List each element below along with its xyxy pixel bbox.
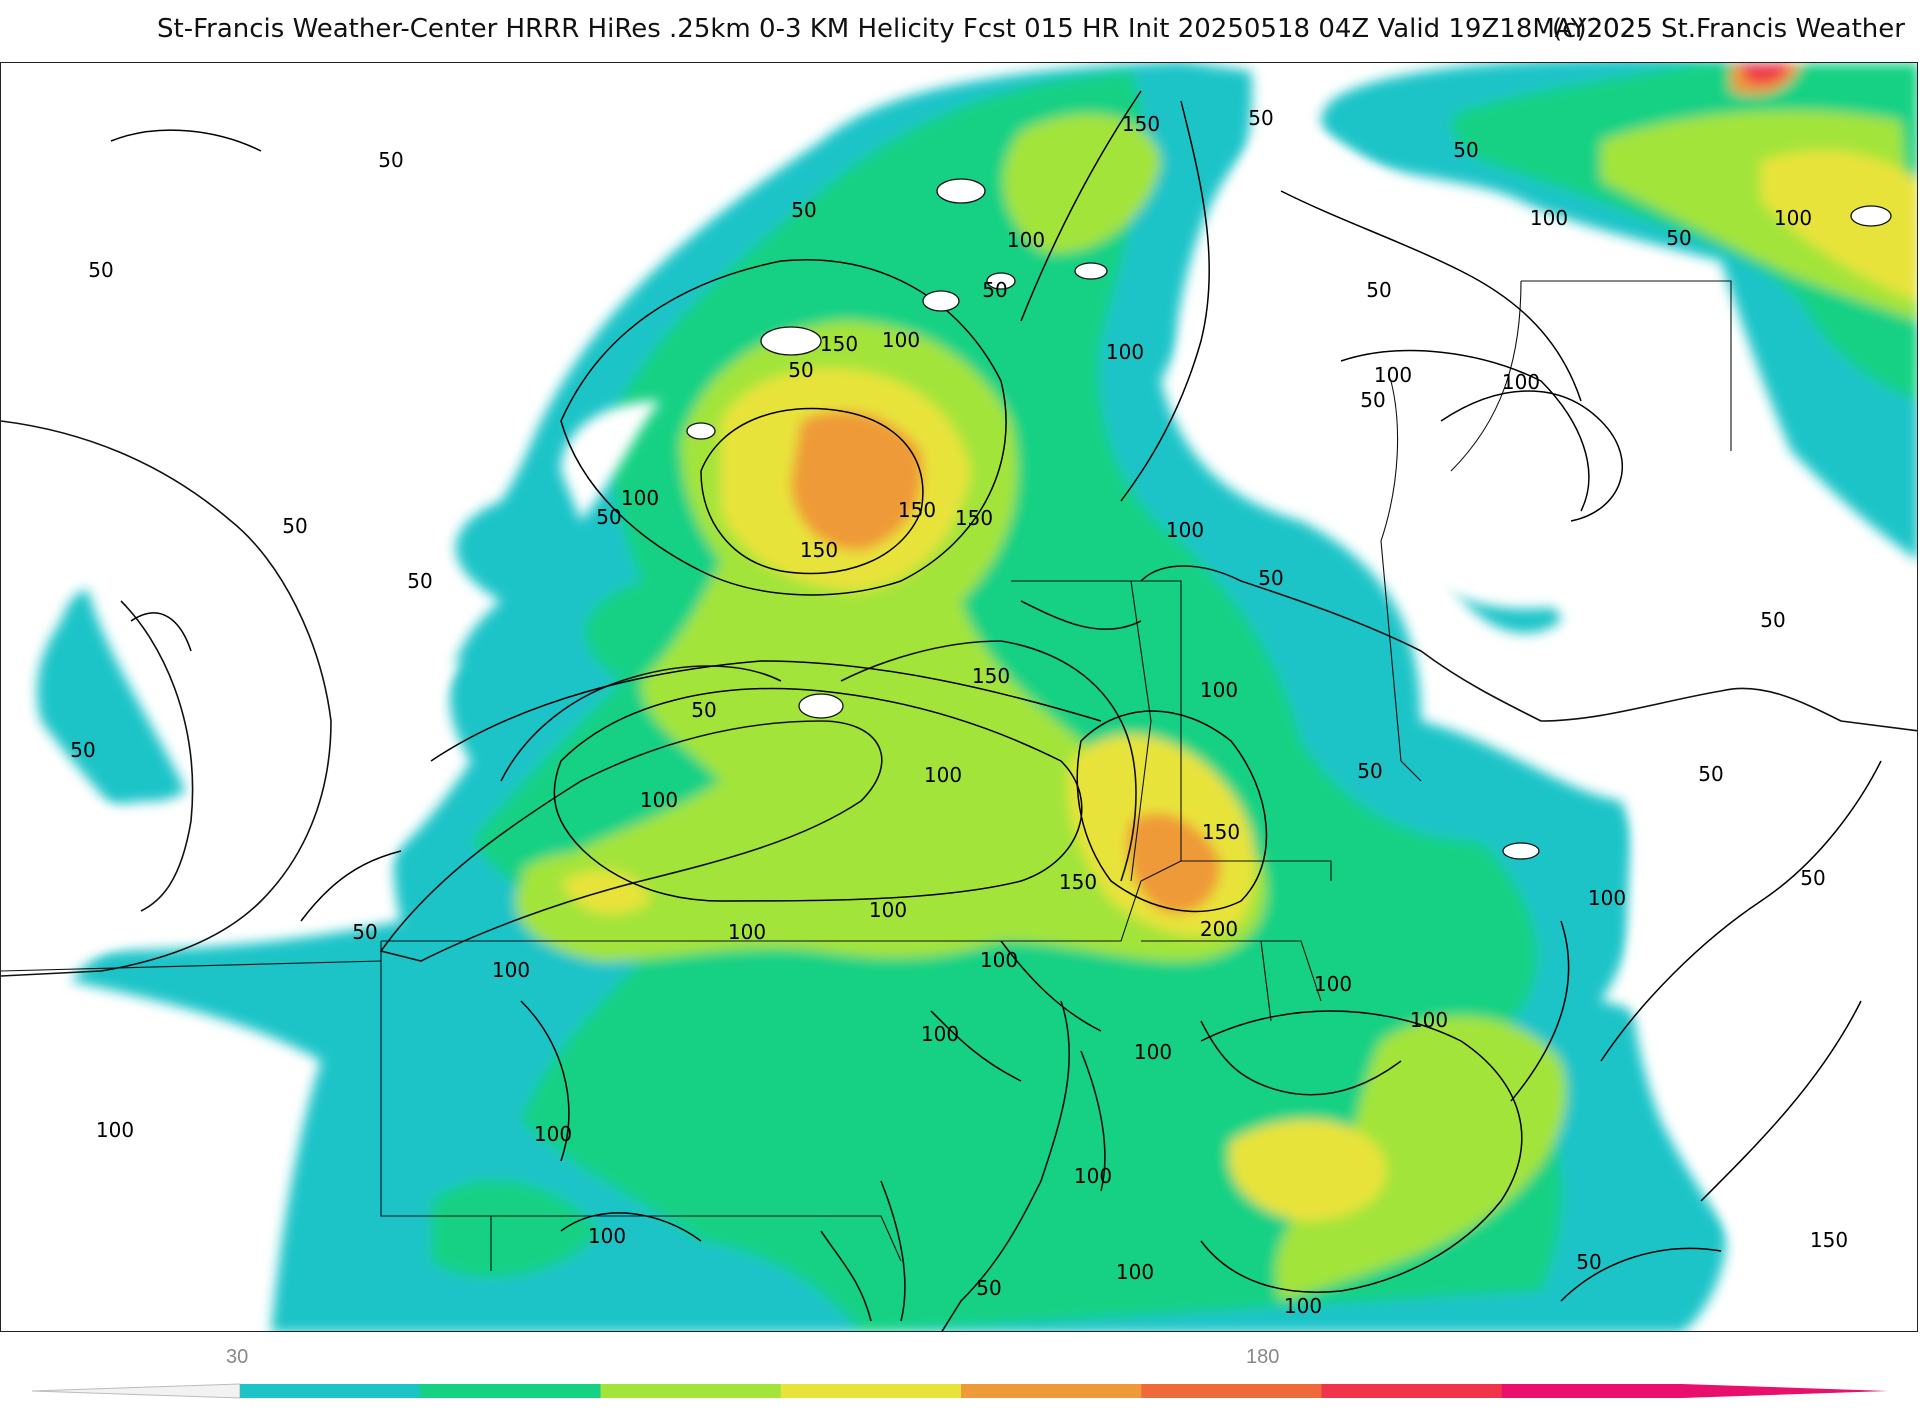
contour-label: 100 [588,1224,626,1248]
contour-label: 100 [921,1022,959,1046]
colorbar-swatches [240,1384,1683,1398]
contour-label: 150 [800,538,838,562]
colorbar-swatch [240,1384,421,1398]
contour-label: 100 [1074,1164,1112,1188]
helicity-map[interactable]: 50 50 50 50 50 50 50 50 50 50 50 50 50 5… [1,63,1918,1332]
contour-label: 150 [1810,1228,1848,1252]
contour-label: 100 [980,948,1018,972]
contour-label: 50 [691,698,716,722]
contour-label: 50 [788,358,813,382]
contour-label: 50 [1576,1250,1601,1274]
contour-label: 150 [955,506,993,530]
fill-band-red [1741,63,1791,85]
contour-label: 100 [96,1118,134,1142]
state-borders [1,280,1732,1271]
contour-label: 50 [982,278,1007,302]
contour-label: 100 [1530,206,1568,230]
contour-label: 50 [1698,762,1723,786]
contour-label: 100 [924,763,962,787]
contour-label: 50 [1357,759,1382,783]
contour-label: 50 [70,738,95,762]
contour-label: 50 [88,258,113,282]
colorbar-right-cap [1682,1384,1888,1398]
contour-label: 50 [1453,138,1478,162]
contour-label: 50 [1666,226,1691,250]
colorbar-swatch [600,1384,782,1398]
contour-label: 200 [1200,917,1238,941]
fill-gaps [1,63,1917,1331]
colorbar-strip [31,1383,1888,1399]
colorbar: 30 180 [0,1336,1920,1400]
lakes [686,178,1892,860]
contour-label: 100 [1410,1008,1448,1032]
contour-label: 100 [1116,1260,1154,1284]
colorbar-swatch [961,1384,1142,1398]
contour-label: 50 [407,569,432,593]
contour-label: 100 [534,1122,572,1146]
copyright-label: (c)2025 St.Francis Weather [1552,14,1905,44]
colorbar-swatch [420,1384,602,1398]
contour-label: 100 [882,328,920,352]
contour-label: 100 [640,788,678,812]
contour-label: 100 [1588,886,1626,910]
contour-label: 50 [976,1276,1001,1300]
contour-label: 50 [1360,388,1385,412]
contour-label: 150 [1122,112,1160,136]
map-title: St-Francis Weather-Center HRRR HiRes .25… [157,14,1653,44]
contour-label: 50 [1760,608,1785,632]
contour-label: 50 [1366,278,1391,302]
map-panel[interactable]: 50 50 50 50 50 50 50 50 50 50 50 50 50 5… [0,62,1918,1332]
contour-label: 150 [1059,870,1097,894]
contour-label: 100 [1134,1040,1172,1064]
contour-label: 50 [791,198,816,222]
contour-label: 100 [728,920,766,944]
colorbar-swatch [1501,1384,1683,1398]
contour-label: 50 [1258,566,1283,590]
geography-lines [1,420,1917,1331]
colorbar-swatch [1141,1384,1323,1398]
colorbar-swatch [780,1384,962,1398]
contour-label: 100 [1106,340,1144,364]
contour-label: 50 [352,920,377,944]
contour-label: 50 [1248,106,1273,130]
colorbar-tick-label: 30 [226,1346,249,1368]
contour-label: 100 [1200,678,1238,702]
contour-label: 100 [1007,228,1045,252]
contour-label: 100 [869,898,907,922]
contour-label: 150 [972,664,1010,688]
contour-label: 50 [1800,866,1825,890]
contour-label: 100 [1314,972,1352,996]
helicity-contours [110,90,1882,1302]
title-bar: St-Francis Weather-Center HRRR HiRes .25… [0,0,1920,64]
contour-label: 150 [898,498,936,522]
colorbar-tick-label: 180 [1246,1346,1280,1368]
contour-label: 50 [378,148,403,172]
contour-label: 100 [492,958,530,982]
contour-labels: 50 50 50 50 50 50 50 50 50 50 50 50 50 5… [70,106,1848,1318]
colorbar-swatch [1321,1384,1503,1398]
contour-label: 150 [820,332,858,356]
contour-label: 50 [596,505,621,529]
contour-label: 100 [621,486,659,510]
helicity-fill [37,63,1917,1331]
colorbar-left-cap [31,1383,241,1399]
contour-label: 100 [1374,363,1412,387]
contour-label: 100 [1166,518,1204,542]
contour-label: 50 [282,514,307,538]
contour-label: 100 [1284,1294,1322,1318]
contour-label: 100 [1502,370,1540,394]
contour-label: 100 [1774,206,1812,230]
contour-label: 150 [1202,820,1240,844]
